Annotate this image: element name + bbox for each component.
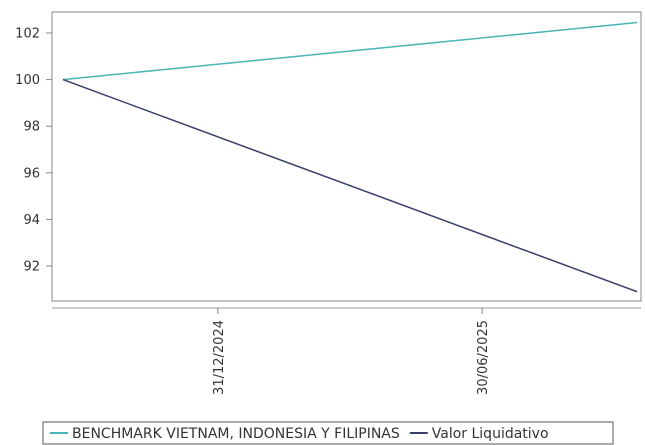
series-line [62,21,638,81]
y-tick-label: 100 [15,73,40,88]
legend-label: BENCHMARK VIETNAM, INDONESIA Y FILIPINAS [72,426,400,442]
x-axis-ticks: 31/12/2024 30/06/2025 [212,308,491,395]
y-tick-label: 92 [23,260,40,275]
legend-box [42,421,614,445]
legend-label: Valor Liquidativo [432,426,549,442]
plot-area [51,11,642,302]
legend: BENCHMARK VIETNAM, INDONESIA Y FILIPINAS… [42,421,614,445]
y-axis-ticks: 92 94 96 98 100 102 [15,26,52,275]
y-tick-label: 94 [23,213,40,228]
x-tick-label: 31/12/2024 [212,320,227,395]
x-tick-label: 30/06/2025 [476,320,491,395]
series-lines [62,21,638,293]
y-tick-label: 96 [23,166,40,181]
y-tick-label: 102 [15,26,40,41]
series-line [62,78,638,293]
y-tick-label: 98 [23,120,40,135]
